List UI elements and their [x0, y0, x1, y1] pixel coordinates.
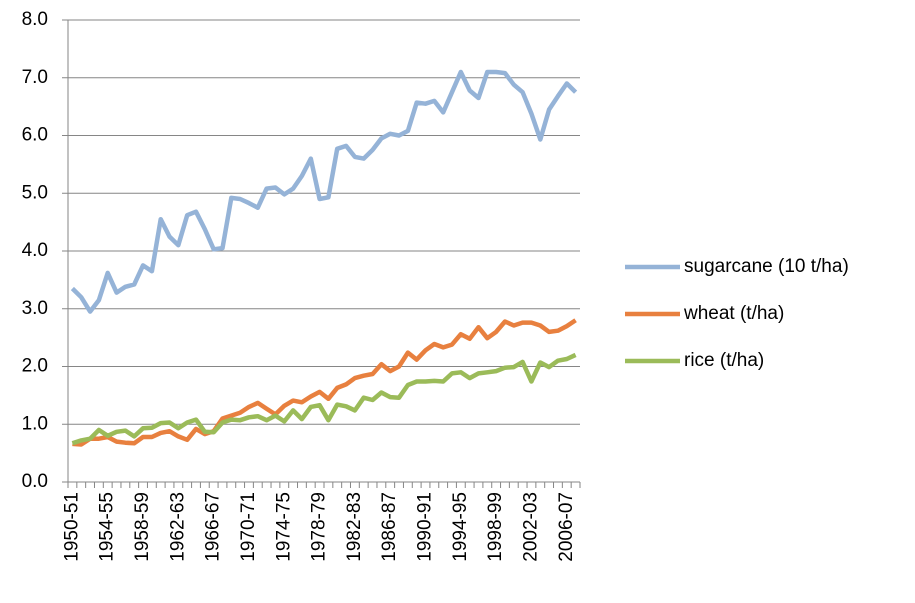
y-tick-label: 6.0 [22, 125, 48, 146]
legend-label: sugarcane (10 t/ha) [684, 256, 849, 277]
y-tick-label: 1.0 [22, 413, 48, 434]
x-tick-label: 2006-07 [556, 492, 577, 562]
x-tick-label: 2002-03 [520, 492, 541, 562]
y-tick-label: 8.0 [22, 9, 48, 30]
y-tick-label: 7.0 [22, 67, 48, 88]
x-tick-label: 1990-91 [415, 492, 436, 562]
legend-label: rice (t/ha) [684, 350, 764, 371]
legend-label: wheat (t/ha) [683, 303, 784, 324]
x-tick-label: 1950-51 [61, 492, 82, 562]
y-tick-label: 3.0 [22, 298, 48, 319]
x-tick-label: 1994-95 [450, 492, 471, 562]
x-tick-label: 1970-71 [238, 492, 259, 562]
y-tick-label: 0.0 [22, 471, 48, 492]
x-tick-label: 1978-79 [309, 492, 330, 562]
x-tick-label: 1982-83 [344, 492, 365, 562]
x-tick-label: 1974-75 [273, 492, 294, 562]
series-line [70, 69, 578, 314]
x-tick-label: 1998-99 [485, 492, 506, 562]
y-tick-label: 2.0 [22, 356, 48, 377]
y-tick-label: 4.0 [22, 240, 48, 261]
series-line [72, 318, 577, 447]
x-tick-label: 1954-55 [97, 492, 118, 562]
y-tick-label: 5.0 [22, 182, 48, 203]
x-tick-label: 1966-67 [203, 492, 224, 562]
series-line [71, 352, 577, 446]
x-tick-label: 1986-87 [379, 492, 400, 562]
x-tick-label: 1958-59 [132, 492, 153, 562]
x-tick-label: 1962-63 [167, 492, 188, 562]
